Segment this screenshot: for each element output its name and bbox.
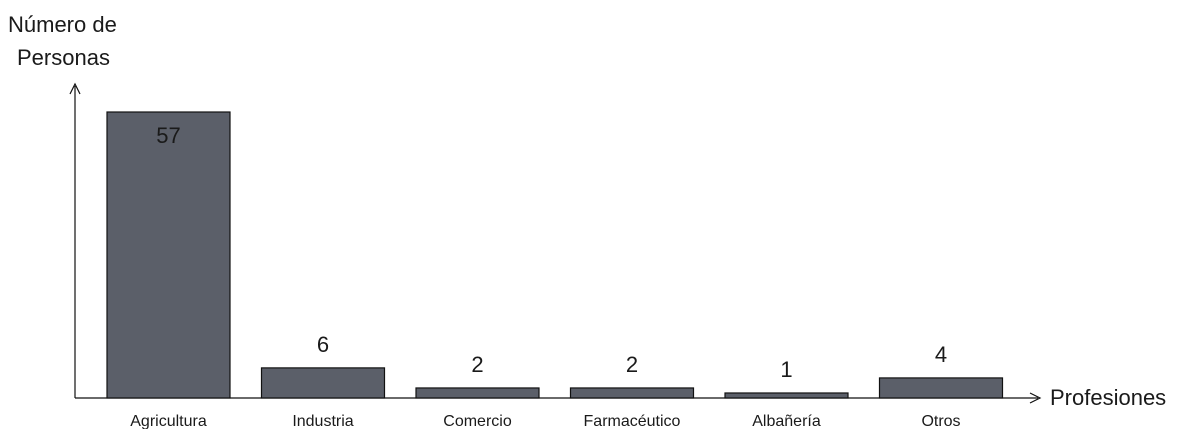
y-axis-title-line-1: Número de <box>8 12 117 37</box>
bar-farmaceutico <box>569 387 695 399</box>
bar-comercio <box>415 387 540 399</box>
x-tick-label-industria: Industria <box>292 413 353 429</box>
x-tick-label-farmaceutico: Farmacéutico <box>584 413 681 429</box>
x-tick-label-albaneria: Albañería <box>752 413 821 429</box>
y-axis-title-line-2: Personas <box>17 45 110 70</box>
data-label-comercio: 2 <box>471 352 483 377</box>
bar-agricultura <box>106 111 231 399</box>
x-tick-label-otros: Otros <box>921 413 960 429</box>
data-label-albaneria: 1 <box>780 357 792 382</box>
x-tick-label-comercio: Comercio <box>443 413 512 429</box>
value-labels: 57 6 2 2 1 4 <box>156 123 947 382</box>
axes <box>69 82 1042 404</box>
bar-industria <box>260 367 386 399</box>
y-axis-arrow <box>69 82 81 95</box>
bar-albaneria <box>724 392 849 399</box>
x-tick-label-agricultura: Agricultura <box>130 413 207 429</box>
x-axis-title: Profesiones <box>1050 385 1166 410</box>
x-tick-labels: Agricultura Industria Comercio Farmacéutico… <box>130 413 960 429</box>
x-axis-arrow <box>1029 392 1042 404</box>
bars <box>106 111 1004 399</box>
data-label-farmaceutico: 2 <box>626 352 638 377</box>
data-label-industria: 6 <box>317 332 329 357</box>
data-label-otros: 4 <box>935 342 947 367</box>
bar-otros <box>878 377 1004 399</box>
data-label-agricultura: 57 <box>156 123 180 148</box>
